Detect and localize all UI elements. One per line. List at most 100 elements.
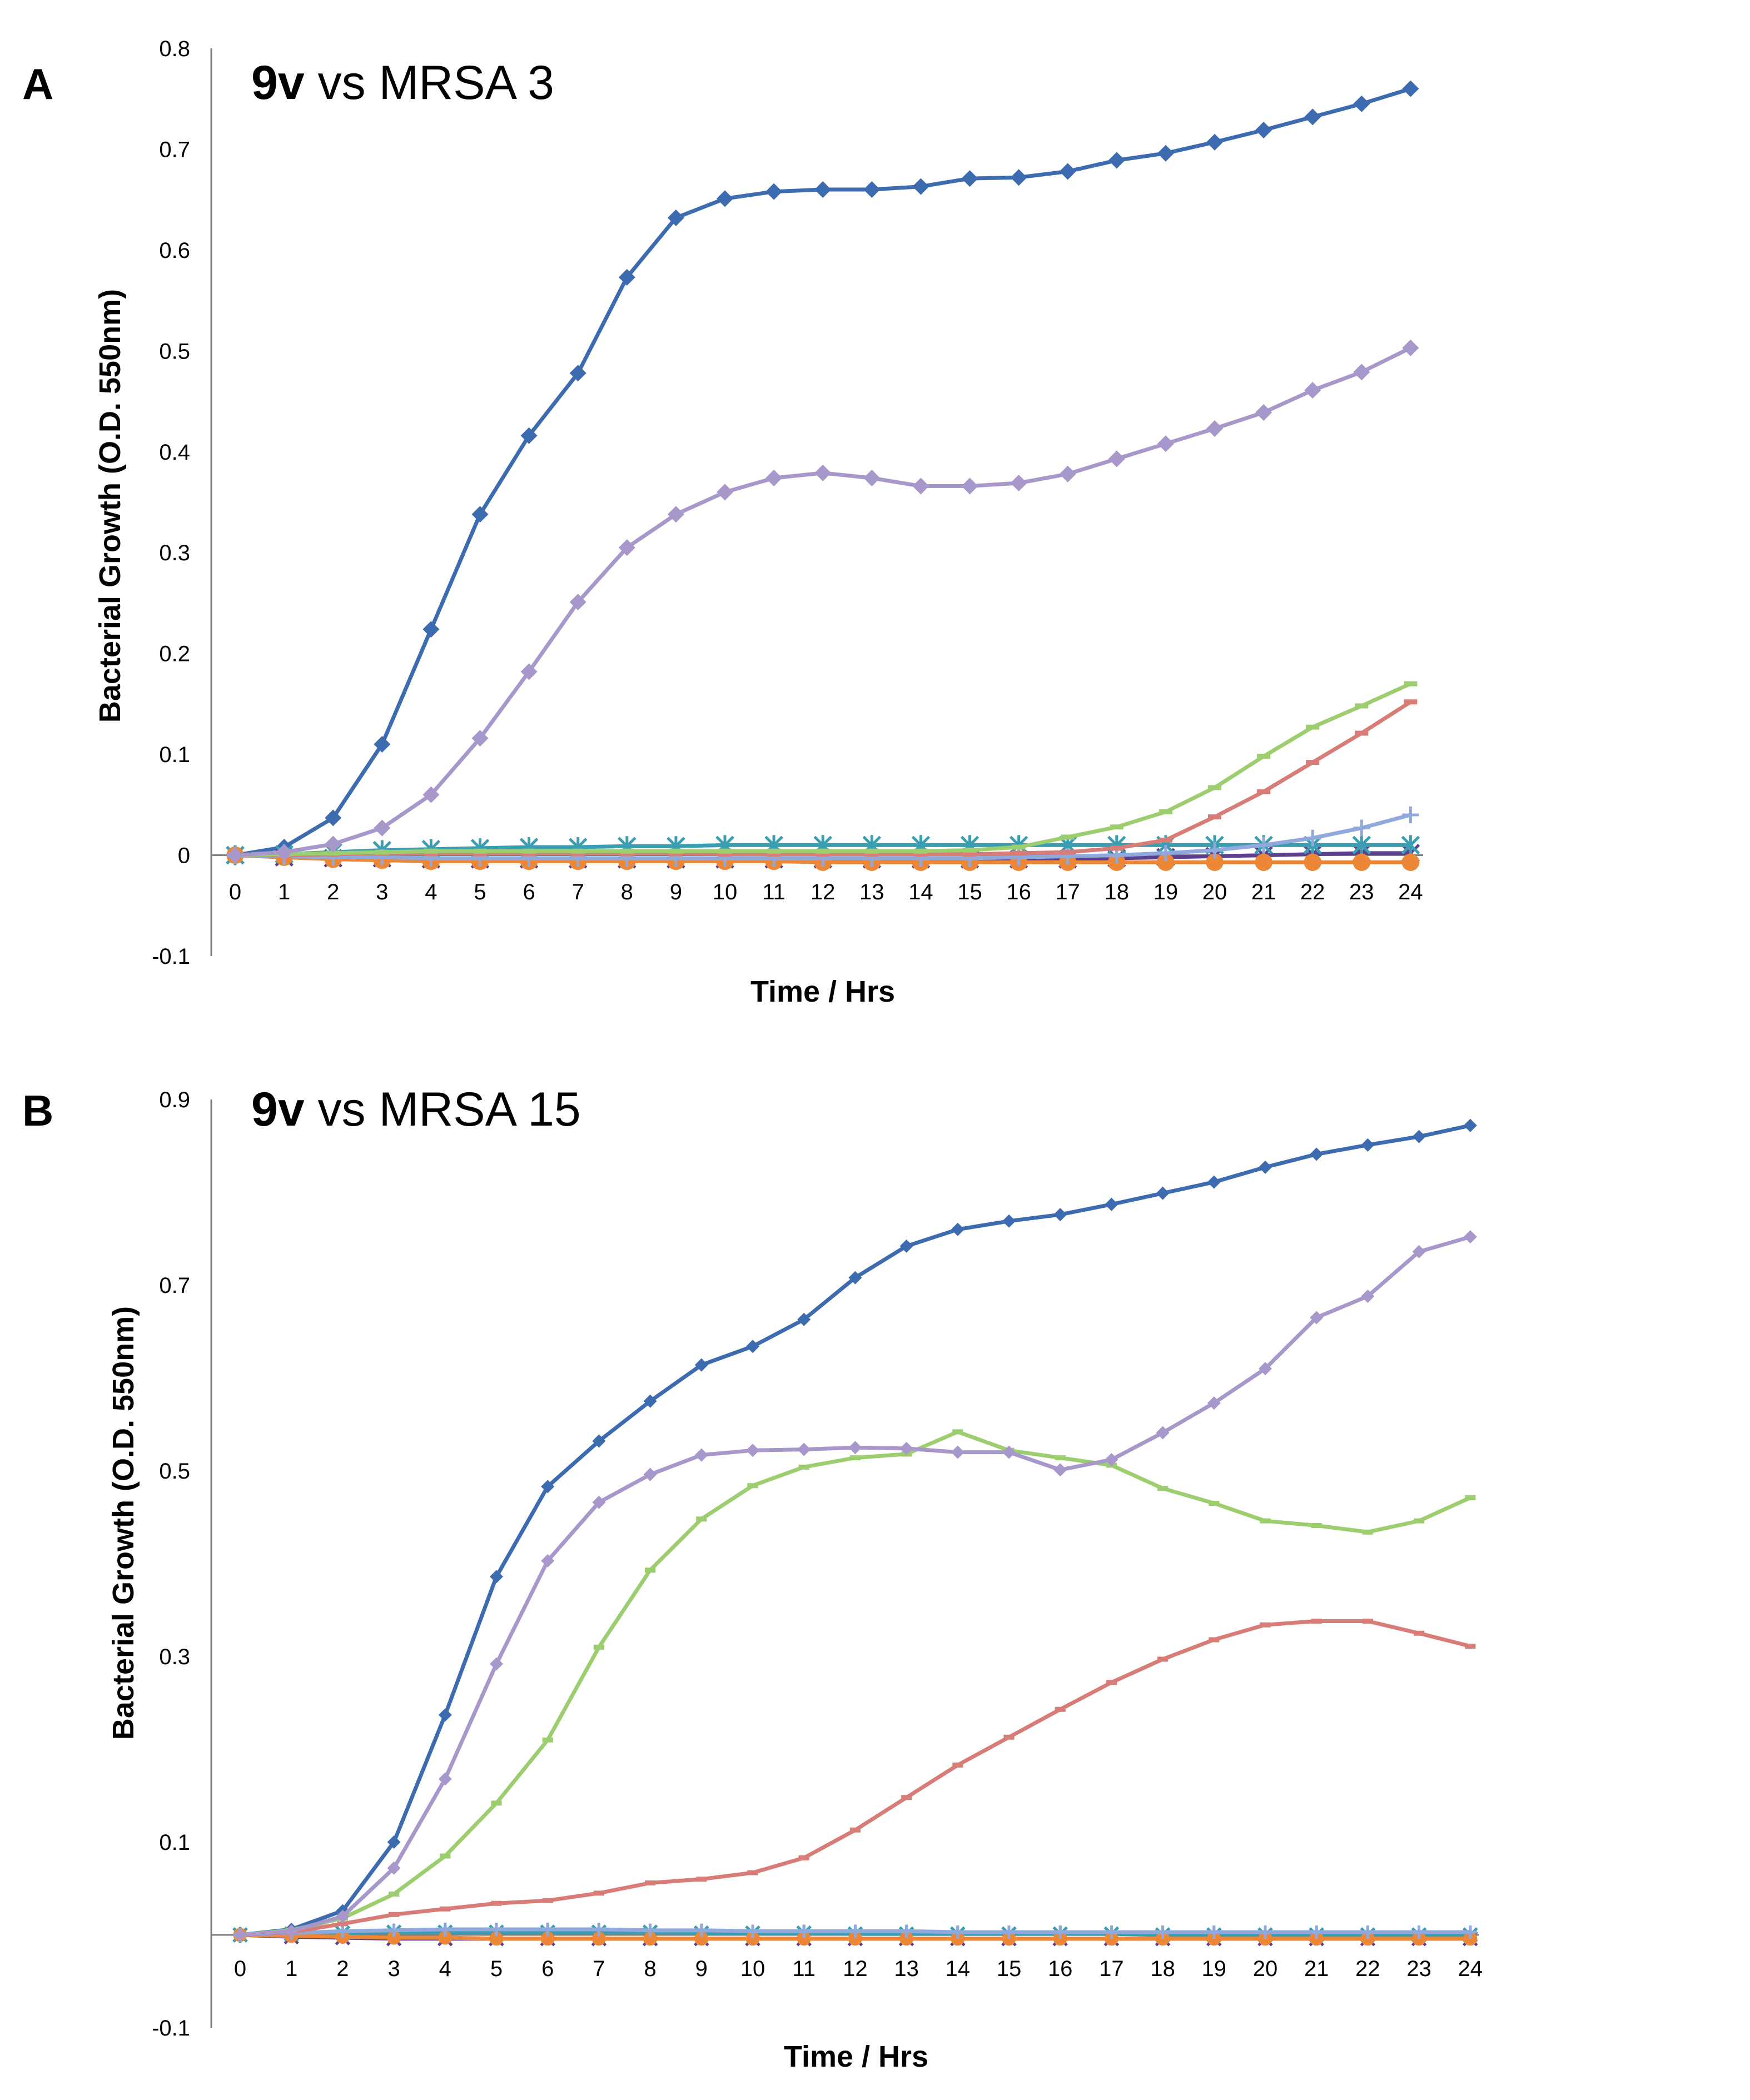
panel-a-x-tick-label: 5	[474, 880, 486, 904]
panel-b-data-point-4ug-ml	[643, 1923, 657, 1937]
panel-a-series-line-2ug-ml	[233, 700, 1413, 858]
panel-a-data-point-0-5ug-ml	[1059, 465, 1076, 482]
panel-b-x-tick-label: 22	[1355, 1957, 1380, 1981]
panel-a-data-point-4ug-ml	[1157, 844, 1174, 862]
panel-a-y-tick-label: 0.3	[159, 541, 190, 565]
panel-b-x-tick-label: 14	[946, 1957, 971, 1981]
panel-b-y-tick-label: 0.3	[159, 1645, 190, 1669]
panel-a-series-line-0-5ug-ml	[233, 346, 1413, 858]
panel-a-data-point-control	[667, 209, 684, 226]
panel-b-x-tick-label: 10	[740, 1957, 765, 1981]
panel-a-x-tick-label: 20	[1202, 880, 1227, 904]
panel-b-data-point-4ug-ml	[592, 1922, 606, 1936]
panel-a-y-tick-label: 0.1	[159, 743, 190, 767]
panel-b-data-point-control	[1207, 1175, 1221, 1189]
panel-a-x-tick-label: 3	[376, 880, 388, 904]
panel-a-series-0-5ug-ml	[227, 339, 1419, 864]
panel-b-data-point-0-5ug-ml	[1156, 1426, 1170, 1440]
panel-b-data-point-8ug-ml	[489, 1932, 504, 1946]
panel-a-x-tick-label: 23	[1349, 880, 1374, 904]
panel-a-x-tick-label: 13	[859, 880, 884, 904]
panel-b-data-point-4ug-ml	[694, 1923, 708, 1937]
panel-b-data-point-4ug-ml	[848, 1924, 862, 1938]
panel-b-data-point-0-5ug-ml	[490, 1657, 503, 1671]
panel-a-title-bold: 9v	[251, 56, 305, 110]
panel-b-data-point-control	[848, 1271, 862, 1285]
panel-b-x-tick-label: 3	[387, 1957, 400, 1981]
panel-a-series-1ug-ml	[228, 681, 1418, 858]
panel-b-series-1ug-ml	[235, 1429, 1476, 1938]
panel-b-x-tick-label: 24	[1458, 1957, 1483, 1981]
panel-b-data-point-0-5ug-ml	[1463, 1230, 1477, 1244]
panel-a-data-point-control	[814, 181, 832, 198]
panel-b-y-tick-label: 0.5	[159, 1459, 190, 1484]
panel-a-x-tick-label: 0	[229, 880, 241, 904]
panel-a-data-point-8ug-ml	[1255, 853, 1272, 872]
panel-b-x-tick-label: 19	[1202, 1957, 1227, 1981]
panel-a-data-point-0-5ug-ml	[618, 539, 635, 556]
panel-b-data-point-0-5ug-ml	[848, 1441, 862, 1455]
panel-a-data-point-control	[374, 735, 391, 753]
panel-b-x-tick-label: 12	[843, 1957, 868, 1981]
panel-a-series-control	[227, 80, 1419, 864]
panel-b-x-tick-label: 5	[490, 1957, 503, 1981]
panel-a-data-point-0-5ug-ml	[1255, 404, 1272, 421]
panel-b-data-point-4ug-ml	[541, 1922, 555, 1936]
panel-a-x-tick-label: 15	[957, 880, 982, 904]
panel-b-data-point-control	[694, 1358, 708, 1372]
panel-a-data-point-8ug-ml	[1353, 853, 1371, 872]
panel-a-y-axis-title: Bacterial Growth (O.D. 550nm)	[93, 289, 127, 723]
panel-b-series-line-1ug-ml	[238, 1430, 1473, 1937]
panel-a-data-point-0-5ug-ml	[667, 506, 684, 523]
panel-b-data-point-control	[746, 1340, 759, 1353]
panel-a-data-point-0-5ug-ml	[1402, 339, 1419, 356]
panel-a-data-point-0-5ug-ml	[471, 730, 489, 747]
panel-b-data-point-control	[387, 1835, 401, 1849]
panel-b-data-point-8ug-ml	[694, 1932, 709, 1946]
panel-b-data-point-0-5ug-ml	[1207, 1396, 1221, 1410]
panel-b-x-tick-label: 6	[541, 1957, 554, 1981]
panel-a-data-point-0-5ug-ml	[325, 835, 342, 853]
panel-b-data-point-4ug-ml	[1105, 1925, 1118, 1939]
panel-a-y-tick-label: 0.4	[159, 440, 190, 465]
panel-a-data-point-0-5ug-ml	[814, 464, 832, 481]
panel-a-data-point-control	[1206, 133, 1223, 151]
panel-a-data-point-control	[912, 178, 929, 195]
panel-b-data-point-8ug-ml	[438, 1930, 453, 1945]
panel-b-data-point-control	[899, 1239, 913, 1253]
panel-b-data-point-4ug-ml	[1156, 1925, 1170, 1939]
panel-a-data-point-control	[422, 621, 440, 638]
panel-b-data-point-4ug-ml	[490, 1922, 503, 1936]
panel-a-data-point-control	[1059, 163, 1076, 180]
panel-b-data-point-0-5ug-ml	[797, 1442, 811, 1456]
panel-a-data-point-control	[1304, 108, 1321, 126]
panel-b-data-point-0-5ug-ml	[336, 1909, 350, 1923]
panel-b-data-point-0-5ug-ml	[694, 1448, 708, 1462]
panel-a-data-point-control	[618, 268, 635, 286]
panel-a-data-point-8ug-ml	[1157, 853, 1175, 872]
panel-b-data-point-0-5ug-ml	[1361, 1290, 1375, 1303]
panel-a-data-point-16ug-ml	[1401, 835, 1420, 855]
panel-a-data-point-control	[520, 427, 538, 444]
panel-b-data-point-4ug-ml	[899, 1924, 913, 1938]
panel-b-title-rest: vs MRSA 15	[305, 1083, 581, 1136]
panel-b-data-point-4ug-ml	[1207, 1925, 1221, 1939]
panel-b-x-tick-label: 23	[1406, 1957, 1431, 1981]
panel-a-y-tick-label: -0.1	[152, 944, 190, 969]
panel-a-data-point-0-5ug-ml	[863, 469, 881, 486]
panel-a-data-point-0-5ug-ml	[227, 847, 243, 864]
panel-a-data-point-8ug-ml	[1304, 853, 1321, 872]
panel-b-data-point-0-5ug-ml	[541, 1554, 555, 1567]
panel-a-x-tick-label: 9	[670, 880, 682, 904]
panel-b-data-point-8ug-ml	[745, 1932, 760, 1946]
panel-b-x-tick-label: 4	[439, 1957, 451, 1981]
panel-a-data-point-0-5ug-ml	[520, 663, 538, 680]
panel-b-data-point-0-5ug-ml	[1412, 1245, 1426, 1258]
panel-b-data-point-0-5ug-ml	[1002, 1445, 1016, 1459]
panel-b-plot: 0.90.70.50.30.1-0.10 1 2 3 4 5 6 7 8 9 10 11 12 13 14 1…	[152, 1088, 1483, 2041]
panel-b-data-point-control	[1412, 1129, 1426, 1143]
panel-a-x-tick-label: 19	[1154, 880, 1179, 904]
panel-a-x-tick-label: 1	[278, 880, 290, 904]
panel-a-x-tick-label: 24	[1398, 880, 1423, 904]
